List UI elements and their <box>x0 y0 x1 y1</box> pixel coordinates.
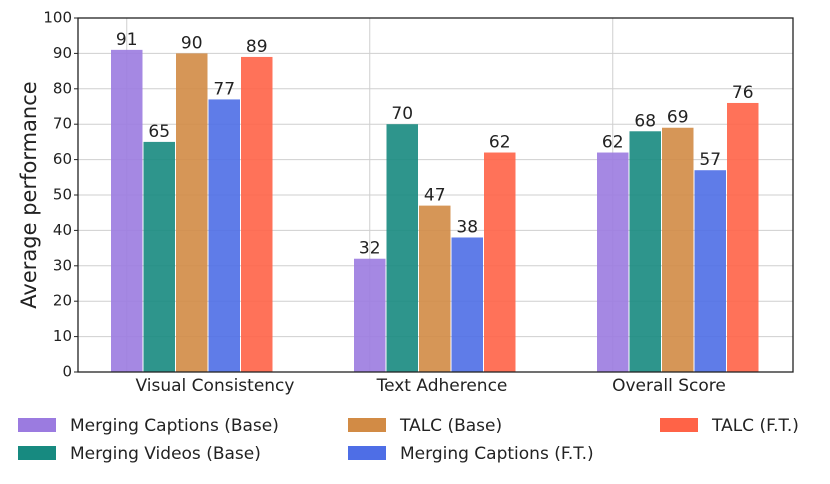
bar <box>419 205 451 372</box>
bar <box>208 99 240 373</box>
legend-swatch <box>660 418 698 432</box>
bar <box>662 127 694 373</box>
y-tick-label: 10 <box>53 327 72 345</box>
y-tick-label: 50 <box>53 186 72 204</box>
value-label: 70 <box>391 104 413 124</box>
x-tick-label: Visual Consistency <box>136 376 295 396</box>
value-label: 76 <box>732 83 754 103</box>
y-tick-label: 60 <box>53 150 72 168</box>
legend-swatch <box>348 446 386 460</box>
value-label: 68 <box>634 111 656 131</box>
y-tick-label: 0 <box>62 363 72 381</box>
legend-swatch <box>18 418 56 432</box>
value-label: 69 <box>667 108 689 128</box>
legend-label: Merging Captions (Base) <box>70 416 279 436</box>
bar <box>629 131 661 372</box>
y-tick-label: 20 <box>53 292 72 310</box>
value-label: 77 <box>213 79 235 99</box>
bar <box>143 141 175 372</box>
value-label: 57 <box>699 150 721 170</box>
value-label: 38 <box>456 217 478 237</box>
bar <box>484 152 516 372</box>
x-tick-label: Text Adherence <box>376 376 508 396</box>
value-label: 90 <box>181 33 203 53</box>
bar <box>354 258 386 372</box>
bar <box>176 53 208 373</box>
value-label: 47 <box>424 186 446 206</box>
bar <box>597 152 629 372</box>
value-label: 62 <box>489 133 511 153</box>
plot-frame <box>77 17 794 373</box>
y-tick-label: 80 <box>53 79 72 97</box>
bar <box>727 102 759 373</box>
legend-swatch <box>348 418 386 432</box>
value-label: 89 <box>246 37 268 57</box>
bar <box>694 170 726 372</box>
legend-label: TALC (F.T.) <box>711 416 799 436</box>
bar <box>241 56 273 372</box>
y-tick-label: 100 <box>43 9 72 27</box>
y-tick-label: 90 <box>53 44 72 62</box>
legend-label: Merging Captions (F.T.) <box>400 444 594 464</box>
legend-label: TALC (Base) <box>399 416 502 436</box>
legend-swatch <box>18 446 56 460</box>
y-axis-label: Average performance <box>17 81 41 308</box>
bar <box>111 49 143 373</box>
legend-label: Merging Videos (Base) <box>70 444 261 464</box>
value-label: 62 <box>602 133 624 153</box>
value-label: 65 <box>148 122 170 142</box>
y-tick-label: 70 <box>53 115 72 133</box>
value-label: 91 <box>116 30 138 50</box>
bar <box>386 124 418 372</box>
bar <box>451 237 483 372</box>
value-label: 32 <box>359 239 381 259</box>
y-tick-label: 30 <box>53 256 72 274</box>
x-tick-label: Overall Score <box>612 376 726 396</box>
y-tick-label: 40 <box>53 221 72 239</box>
